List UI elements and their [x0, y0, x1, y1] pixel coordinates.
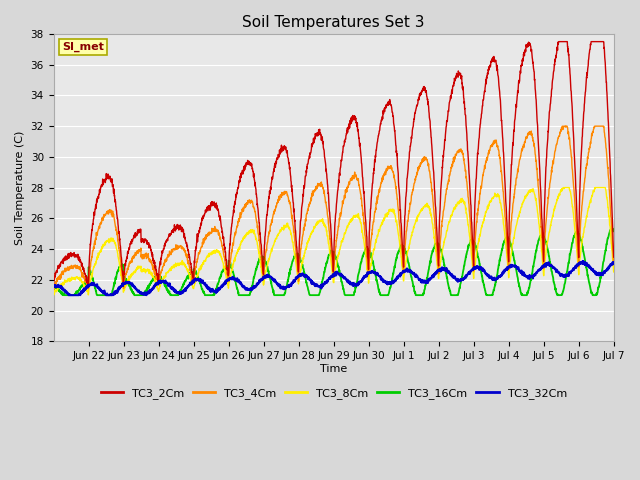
Line: TC3_16Cm: TC3_16Cm — [54, 228, 614, 295]
TC3_8Cm — [502, 246, 510, 252]
TC3_32Cm — [579, 258, 586, 264]
Line: TC3_4Cm: TC3_4Cm — [54, 126, 614, 290]
TC3_4Cm — [106, 207, 113, 213]
TC3_8Cm — [50, 293, 58, 299]
TC3_2Cm — [602, 79, 610, 85]
TC3_16Cm — [534, 240, 542, 245]
TC3_16Cm — [602, 245, 610, 251]
TC3_4Cm — [602, 145, 610, 151]
Title: Soil Temperatures Set 3: Soil Temperatures Set 3 — [243, 15, 425, 30]
TC3_32Cm — [106, 292, 113, 298]
TC3_2Cm — [367, 193, 375, 199]
TC3_4Cm — [227, 258, 234, 264]
TC3_4Cm — [610, 262, 618, 267]
Text: SI_met: SI_met — [62, 42, 104, 52]
Legend: TC3_2Cm, TC3_4Cm, TC3_8Cm, TC3_16Cm, TC3_32Cm: TC3_2Cm, TC3_4Cm, TC3_8Cm, TC3_16Cm, TC3… — [96, 384, 572, 403]
TC3_16Cm — [502, 236, 510, 242]
TC3_32Cm — [602, 268, 610, 274]
TC3_8Cm — [227, 275, 234, 281]
X-axis label: Time: Time — [320, 364, 348, 374]
TC3_2Cm — [610, 254, 618, 260]
TC3_16Cm — [60, 292, 67, 298]
TC3_32Cm — [227, 276, 234, 282]
TC3_2Cm — [50, 281, 58, 287]
TC3_16Cm — [227, 262, 234, 268]
TC3_8Cm — [106, 237, 113, 242]
TC3_2Cm — [84, 282, 92, 288]
TC3_16Cm — [610, 228, 618, 234]
Line: TC3_8Cm: TC3_8Cm — [54, 188, 614, 296]
TC3_8Cm — [534, 211, 541, 216]
TC3_16Cm — [367, 254, 375, 260]
TC3_16Cm — [609, 226, 616, 231]
TC3_32Cm — [610, 260, 618, 265]
TC3_4Cm — [534, 176, 541, 182]
TC3_2Cm — [227, 232, 234, 238]
TC3_4Cm — [502, 230, 510, 236]
TC3_2Cm — [502, 212, 510, 217]
TC3_2Cm — [106, 175, 113, 181]
Line: TC3_32Cm: TC3_32Cm — [54, 261, 614, 295]
TC3_32Cm — [367, 269, 375, 275]
TC3_4Cm — [559, 123, 566, 129]
TC3_8Cm — [559, 185, 567, 191]
TC3_32Cm — [502, 265, 510, 271]
TC3_8Cm — [367, 260, 375, 265]
TC3_8Cm — [602, 188, 610, 193]
TC3_32Cm — [50, 284, 58, 289]
TC3_4Cm — [367, 236, 375, 241]
Line: TC3_2Cm: TC3_2Cm — [54, 42, 614, 285]
TC3_4Cm — [50, 287, 58, 293]
Y-axis label: Soil Temperature (C): Soil Temperature (C) — [15, 131, 25, 245]
TC3_16Cm — [50, 282, 58, 288]
TC3_2Cm — [555, 39, 563, 45]
TC3_2Cm — [534, 135, 542, 141]
TC3_8Cm — [610, 269, 618, 275]
TC3_16Cm — [106, 292, 113, 298]
TC3_32Cm — [65, 292, 72, 298]
TC3_32Cm — [534, 267, 542, 273]
